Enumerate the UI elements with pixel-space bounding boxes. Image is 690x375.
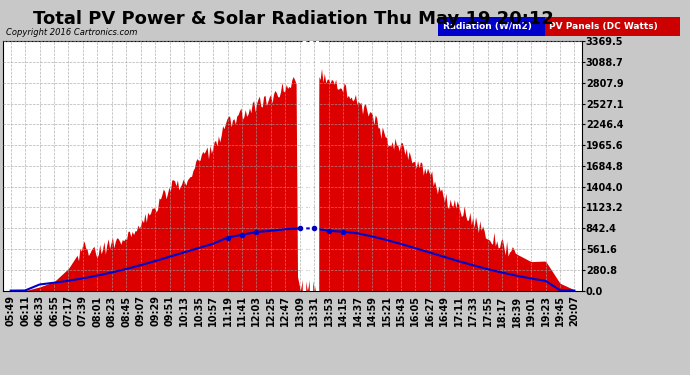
Text: Radiation (W/m2): Radiation (W/m2) xyxy=(444,22,533,31)
Text: Copyright 2016 Cartronics.com: Copyright 2016 Cartronics.com xyxy=(6,28,137,37)
Text: PV Panels (DC Watts): PV Panels (DC Watts) xyxy=(549,22,658,31)
Text: Total PV Power & Solar Radiation Thu May 19 20:12: Total PV Power & Solar Radiation Thu May… xyxy=(33,10,553,28)
